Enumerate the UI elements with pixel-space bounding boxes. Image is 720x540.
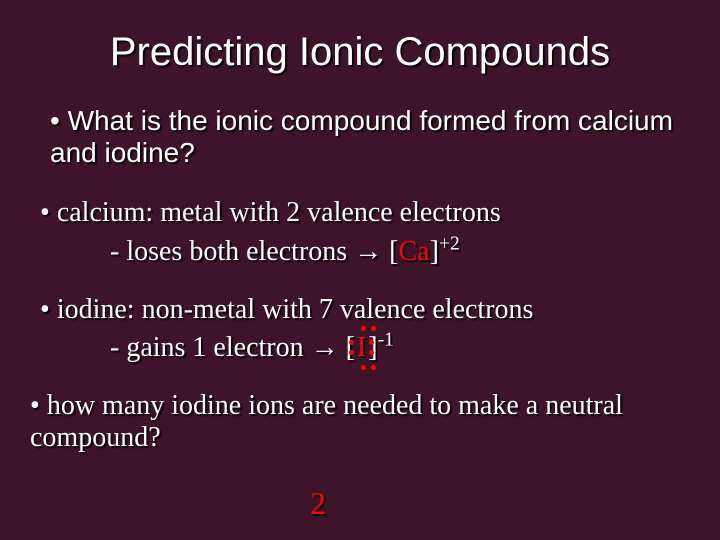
calcium-prefix: - loses both electrons → [ <box>110 236 399 267</box>
answer: 2 <box>310 485 326 522</box>
page-title: Predicting Ionic Compounds <box>30 30 690 75</box>
calcium-charge: +2 <box>439 233 460 254</box>
iodine-prefix: - gains 1 electron → [ <box>110 332 355 363</box>
calcium-bracket: ] <box>430 236 439 267</box>
iodine-result: - gains 1 electron → [ I ]-1 <box>110 332 690 364</box>
iodine-bracket: ] <box>368 332 377 363</box>
lewis-dot-icon <box>361 326 366 331</box>
question-bullet: What is the ionic compound formed from c… <box>50 105 690 169</box>
iodine-lewis: I <box>355 332 368 364</box>
iodine-charge: -1 <box>378 330 394 351</box>
slide: Predicting Ionic Compounds What is the i… <box>0 0 720 540</box>
lewis-dot-icon <box>371 365 376 370</box>
final-question-section: how many iodine ions are needed to make … <box>30 390 690 454</box>
iodine-symbol: I <box>357 332 366 363</box>
lewis-dot-icon <box>361 365 366 370</box>
lewis-dot-icon <box>349 340 354 345</box>
calcium-symbol: Ca <box>399 236 430 267</box>
calcium-result: - loses both electrons → [Ca]+2 <box>110 236 690 268</box>
calcium-heading: calcium: metal with 2 valence electrons <box>40 197 690 229</box>
lewis-dot-icon <box>349 350 354 355</box>
iodine-heading: iodine: non-metal with 7 valence electro… <box>40 294 690 326</box>
final-question: how many iodine ions are needed to make … <box>30 390 690 454</box>
iodine-section: iodine: non-metal with 7 valence electro… <box>30 294 690 364</box>
lewis-dot-icon <box>371 326 376 331</box>
calcium-section: calcium: metal with 2 valence electrons … <box>30 197 690 267</box>
